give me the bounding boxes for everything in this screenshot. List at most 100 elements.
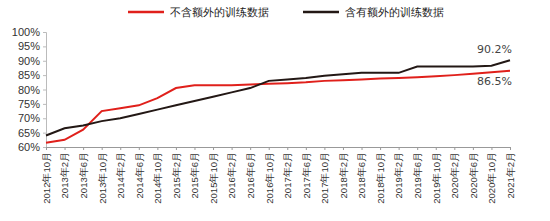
x-tick-mark [287, 147, 288, 150]
x-tick-label: 2019年2月 [393, 152, 404, 198]
x-tick-mark [417, 147, 418, 150]
y-tick: 90% [18, 55, 46, 67]
x-tick: 2013年10月 [97, 147, 108, 204]
plot: 60% 65% 70% 75% 80% 85% 90% 95% 100% 2012年10月 2013… [12, 26, 516, 204]
x-tick: 2018年10月 [375, 147, 386, 204]
x-tick-label: 2014年2月 [115, 152, 126, 198]
y-tick: 70% [18, 112, 46, 124]
x-tick-mark [46, 147, 47, 150]
y-tick-mark [43, 90, 46, 91]
chart: 60% 65% 70% 75% 80% 85% 90% 95% 100% 2012年10月 2013… [0, 0, 550, 221]
y-tick: 65% [18, 127, 46, 139]
x-tick-mark [83, 147, 84, 150]
x-tick-label: 2012年10月 [41, 152, 52, 204]
x-tick-mark [139, 147, 140, 150]
x-tick: 2021年2月 [505, 147, 516, 198]
y-tick-label: 70% [18, 112, 40, 124]
x-tick: 2019年10月 [431, 147, 442, 204]
y-tick-mark [43, 147, 46, 148]
x-tick: 2014年10月 [152, 147, 163, 204]
x-tick-mark [454, 147, 455, 150]
x-tick: 2016年10月 [264, 147, 275, 204]
x-axis: 2012年10月 2013年2月 2013年6月 2013年10月 2014年2月 201… [41, 147, 516, 204]
x-tick-mark [232, 147, 233, 150]
x-tick-label: 2014年6月 [134, 152, 145, 198]
x-tick: 2014年2月 [115, 147, 126, 198]
x-tick: 2018年6月 [356, 147, 367, 198]
y-tick-label: 85% [18, 69, 40, 81]
y-tick: 80% [18, 84, 46, 96]
x-tick: 2017年2月 [282, 147, 293, 198]
x-tick-mark [362, 147, 363, 150]
x-tick-label: 2020年10月 [486, 152, 497, 204]
y-tick-mark [43, 104, 46, 105]
x-tick: 2013年6月 [78, 147, 89, 198]
x-tick-label: 2013年2月 [59, 152, 70, 198]
x-tick-mark [157, 147, 158, 150]
x-tick: 2012年10月 [41, 147, 52, 204]
x-tick-label: 2013年10月 [97, 152, 108, 204]
legend-item: 不含额外的训练数据 [128, 6, 269, 19]
x-tick-label: 2018年10月 [375, 152, 386, 204]
x-tick-mark [510, 147, 511, 150]
x-tick-mark [65, 147, 66, 150]
y-tick-label: 95% [18, 40, 40, 52]
x-tick: 2019年6月 [412, 147, 423, 198]
annotation: 86.5% [477, 75, 512, 88]
x-tick-mark [306, 147, 307, 150]
y-tick-label: 75% [18, 98, 40, 110]
x-tick: 2016年2月 [226, 147, 237, 198]
x-tick: 2017年10月 [319, 147, 330, 204]
x-tick: 2014年6月 [134, 147, 145, 198]
x-tick-label: 2016年2月 [226, 152, 237, 198]
x-tick-label: 2016年10月 [264, 152, 275, 204]
x-tick-mark [213, 147, 214, 150]
y-tick-label: 60% [18, 141, 40, 153]
annotation: 90.2% [477, 43, 512, 56]
x-tick-label: 2015年2月 [171, 152, 182, 198]
x-tick-mark [436, 147, 437, 150]
x-tick: 2020年6月 [468, 147, 479, 198]
x-tick: 2013年2月 [59, 147, 70, 198]
x-tick-mark [491, 147, 492, 150]
y-tick: 75% [18, 98, 46, 110]
legend-swatch [128, 11, 164, 14]
x-tick-mark [120, 147, 121, 150]
x-tick-mark [194, 147, 195, 150]
x-tick-label: 2020年6月 [468, 152, 479, 198]
y-tick-mark [43, 46, 46, 47]
x-tick-label: 2014年10月 [152, 152, 163, 204]
legend-label: 含有额外的训练数据 [345, 6, 444, 19]
x-tick: 2017年6月 [301, 147, 312, 198]
x-tick-mark [250, 147, 251, 150]
line [46, 71, 510, 143]
x-tick-label: 2020年2月 [449, 152, 460, 198]
x-tick: 2015年2月 [171, 147, 182, 198]
x-tick: 2020年10月 [486, 147, 497, 204]
y-tick-mark [43, 133, 46, 134]
x-tick-mark [343, 147, 344, 150]
x-tick-label: 2015年6月 [189, 152, 200, 198]
y-tick-mark [43, 61, 46, 62]
x-tick-mark [380, 147, 381, 150]
x-tick: 2016年6月 [245, 147, 256, 198]
y-tick-mark [43, 75, 46, 76]
lines [46, 60, 510, 143]
x-tick: 2020年2月 [449, 147, 460, 198]
x-tick-mark [324, 147, 325, 150]
y-tick-label: 100% [12, 26, 40, 38]
y-axis: 60% 65% 70% 75% 80% 85% 90% 95% 100% [12, 26, 47, 153]
y-axis-line [43, 33, 47, 148]
y-tick: 95% [18, 40, 46, 52]
x-tick-label: 2019年6月 [412, 152, 423, 198]
x-tick-mark [102, 147, 103, 150]
x-tick-label: 2017年2月 [282, 152, 293, 198]
x-tick-label: 2018年2月 [338, 152, 349, 198]
legend: 不含额外的训练数据 含有额外的训练数据 [128, 6, 444, 19]
annotations: 90.2% 86.5% [477, 43, 512, 88]
x-tick-label: 2018年6月 [356, 152, 367, 198]
x-tick: 2019年2月 [393, 147, 404, 198]
legend-label: 不含额外的训练数据 [170, 6, 269, 19]
y-tick: 85% [18, 69, 46, 81]
x-tick: 2015年6月 [189, 147, 200, 198]
